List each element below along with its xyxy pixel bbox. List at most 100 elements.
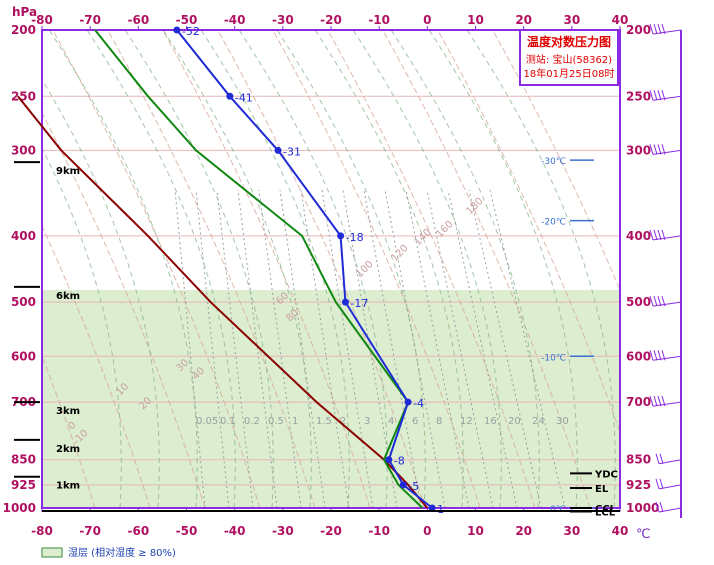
mixing-ratio-line [279, 189, 326, 508]
mixing-ratio-line [384, 189, 446, 508]
x-tick-label-bottom: -30 [272, 524, 294, 538]
wind-barb-flag [649, 144, 654, 155]
wind-barb-shaft [652, 95, 682, 101]
wind-barb-shaft [652, 235, 682, 241]
mixing-ratio-label: 1.5 [316, 416, 332, 427]
moist-adiabat-line [390, 30, 540, 508]
moist-adiabat-line [48, 30, 198, 508]
sounding-series: 1 -5-8 -4 -17 -18 -31 -41 -52 [17, 25, 444, 516]
x-tick-label-bottom: 0 [423, 524, 431, 538]
altitude-label: 3km [56, 406, 80, 417]
x-axis-ticks: -80-80-70-70-60-60-50-50-40-40-30-30-20-… [31, 13, 628, 538]
wind-barb-flag [653, 395, 658, 407]
wind-barb-flag [661, 90, 666, 101]
mixing-ratio-line [321, 189, 374, 508]
mixing-ratio-label: 1 [292, 416, 298, 427]
wind-barb-flag [661, 229, 666, 241]
level-marker-label: EL [595, 484, 609, 495]
pressure-label-left: 200 [11, 23, 36, 37]
wind-barb-shaft [652, 149, 682, 155]
moist-adiabat-line [200, 30, 350, 508]
pressure-label-right: 200 [626, 23, 651, 37]
wind-barb-flag [661, 23, 666, 35]
wind-barb-flag [661, 350, 666, 361]
pressure-label-left: 925 [11, 478, 36, 492]
mixing-ratio-label: 3 [364, 416, 370, 427]
wind-barb-flag [657, 229, 662, 241]
legend-swatch [41, 547, 63, 558]
time-label: 18年01月25日08时 [524, 67, 615, 80]
dry-adiabat-line [162, 30, 371, 508]
x-tick-label-bottom: -20 [320, 524, 342, 538]
pressure-label-right: 1000 [626, 501, 659, 515]
mixing-ratio-line [300, 189, 350, 508]
moist-adiabat-line [276, 30, 426, 508]
wind-barb-flag [653, 90, 658, 101]
wind-barb-shaft [652, 401, 682, 407]
x-tick-label-top: 0 [423, 13, 431, 27]
x-tick-label-top: -50 [176, 13, 198, 27]
pressure-label-left: 850 [11, 453, 36, 467]
temperature-point-label: -8 [394, 455, 405, 468]
isotherm-marker-label: -10℃ [541, 353, 566, 363]
mixing-ratio-label: 4 [388, 416, 394, 427]
level-marker-label: YDC [594, 469, 618, 480]
pressure-label-left: 500 [11, 295, 36, 309]
dry-adiabat-label: 120 [389, 243, 410, 264]
temperature-point-label: -18 [346, 231, 364, 244]
pressure-label-right: 600 [626, 349, 651, 363]
moist-adiabat-line [42, 147, 122, 508]
mixing-ratio-label: 2 [340, 416, 346, 427]
temperature-point [274, 146, 282, 154]
wind-barb-flag [655, 501, 660, 513]
mixing-ratio-line [258, 189, 302, 508]
dry-adiabat-label: 100 [354, 259, 375, 280]
x-tick-label-bottom: -70 [79, 524, 101, 538]
altitude-label: 9km [56, 166, 80, 177]
chart-title: 温度对数压力图 [527, 34, 611, 49]
x-unit-label: ℃ [636, 527, 651, 542]
moist-layer-rect [42, 290, 620, 508]
wind-barb-flag [657, 23, 662, 35]
mixing-ratio-label: 8 [436, 416, 442, 427]
x-tick-label-bottom: -80 [31, 524, 53, 538]
pressure-label-left: 250 [11, 89, 36, 103]
mixing-ratio-label: 0.5 [268, 416, 284, 427]
y-unit-label: hPa [12, 5, 37, 19]
moist-adiabat-line [162, 30, 312, 508]
isotherm-marker-label: -30℃ [541, 157, 566, 167]
x-tick-label-top: -30 [272, 13, 294, 27]
x-tick-label-top: 20 [515, 13, 532, 27]
mixing-ratio-line [174, 189, 206, 508]
wind-barb-flag [657, 395, 662, 407]
x-tick-label-bottom: 40 [612, 524, 629, 538]
mixing-ratio-label: 16 [484, 416, 497, 427]
temperature-point-label: -4 [413, 397, 424, 410]
x-tick-label-bottom: -10 [368, 524, 390, 538]
title-box-frame [519, 29, 619, 86]
moist-adiabat-line [42, 78, 160, 508]
altitude-label: 2km [56, 444, 80, 455]
x-tick-label-top: -60 [127, 13, 149, 27]
pressure-label-right: 500 [626, 295, 651, 309]
temperature-point-label: 1 [437, 503, 444, 516]
x-tick-label-top: 40 [612, 13, 629, 27]
pressure-label-left: 1000 [3, 501, 36, 515]
mixing-ratio-label: 30 [556, 416, 569, 427]
wind-barb-flag [659, 453, 664, 464]
wind-barb-flag [653, 229, 658, 241]
dewpoint-line [94, 29, 424, 509]
dry-adiabat-line [327, 30, 536, 508]
x-tick-label-top: -70 [79, 13, 101, 27]
legend: 湿层 (相对湿度 ≥ 80%) [41, 546, 176, 559]
wind-barb-flag [649, 90, 654, 101]
wind-barb-flag [659, 501, 664, 513]
level-marker-label: LCL [595, 508, 616, 519]
pressure-label-right: 250 [626, 89, 651, 103]
dry-adiabat-line [42, 111, 206, 508]
mixing-ratio-label: 0.2 [244, 416, 260, 427]
x-tick-label-top: -80 [31, 13, 53, 27]
